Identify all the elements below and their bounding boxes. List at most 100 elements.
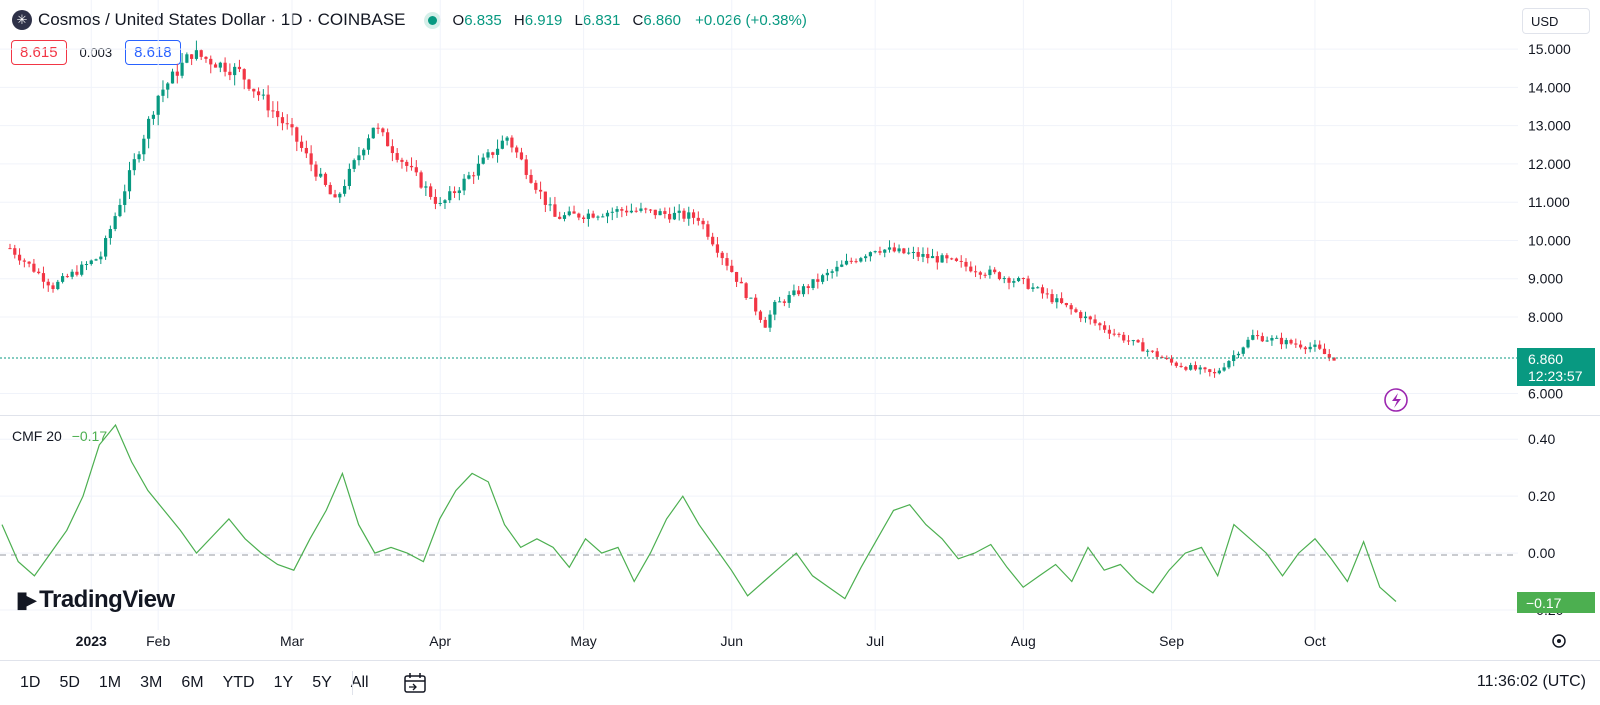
time-tick-label: May	[570, 633, 596, 649]
candle-body	[567, 211, 571, 216]
candle-body	[954, 258, 959, 261]
utc-clock[interactable]: 11:36:02 (UTC)	[1476, 673, 1586, 690]
tradingview-logo[interactable]: ▮▸ TradingView	[16, 586, 175, 614]
candle-body	[1318, 344, 1322, 349]
candle-body	[438, 202, 442, 204]
buy-price-button[interactable]: 8.618	[125, 40, 181, 65]
candle-body	[37, 271, 41, 274]
price-tick-label: 13.000	[1528, 118, 1571, 134]
candle-body	[429, 186, 433, 197]
candle-body	[711, 236, 715, 245]
cmf-axis[interactable]: 0.400.200.00−0.20	[1528, 431, 1564, 618]
candle-body	[142, 138, 146, 155]
candle-body	[247, 79, 251, 89]
candle-body	[495, 148, 500, 155]
time-axis[interactable]: 2023 Feb Mar Apr May Jun Jul Aug Sep Oct	[76, 633, 1326, 649]
candle-body	[1265, 340, 1269, 342]
candle-body	[481, 157, 485, 164]
candle-body	[835, 266, 839, 272]
candle-body	[730, 265, 734, 272]
candle-body	[1031, 287, 1035, 289]
candle-body	[108, 229, 112, 239]
timeframe-ytd[interactable]: YTD	[222, 674, 255, 691]
candle-body	[1136, 340, 1140, 343]
candle-body	[75, 271, 79, 275]
ohlc-values: O6.835 H6.919 L6.831 C6.860 +0.026 (+0.3…	[453, 12, 807, 29]
timeframe-1y[interactable]: 1Y	[273, 674, 294, 691]
symbol-title[interactable]: Cosmos / United States Dollar · 1D · COI…	[38, 10, 406, 29]
candle-body	[123, 191, 127, 205]
candle-body	[1308, 346, 1312, 350]
sell-price-button[interactable]: 8.615	[11, 40, 67, 65]
tradingview-mark-icon: ▮▸	[16, 587, 36, 612]
chart-canvas[interactable]: 15.000 14.000 13.000 12.000 11.000 10.000 9.00…	[0, 0, 1600, 660]
timeframe-5d[interactable]: 5D	[59, 674, 80, 691]
candle-body	[940, 255, 944, 263]
candle-body	[763, 319, 767, 328]
price-axis[interactable]: 15.000 14.000 13.000 12.000 11.000 10.000 9.00…	[1528, 41, 1571, 401]
candle-body	[734, 271, 739, 282]
cmf-legend[interactable]: CMF 20 −0.17	[12, 428, 107, 444]
cmf-line	[1, 423, 1397, 602]
candle-body	[586, 213, 590, 219]
timeframe-5y[interactable]: 5Y	[312, 674, 332, 691]
candle-body	[1222, 367, 1226, 371]
candle-body	[1322, 348, 1327, 355]
candle-body	[1289, 340, 1293, 344]
candle-body	[1169, 358, 1174, 363]
candle-body	[347, 168, 351, 187]
change-value: +0.026 (+0.38%)	[695, 11, 807, 29]
market-status-icon[interactable]	[427, 15, 437, 25]
candle-body	[787, 294, 791, 303]
candle-body	[285, 123, 289, 125]
candle-body	[84, 264, 89, 266]
candle-body	[194, 50, 199, 59]
candle-body	[27, 261, 31, 264]
candle-body	[1284, 340, 1288, 345]
candle-body	[629, 210, 633, 213]
candle-body	[1107, 329, 1111, 334]
candle-body	[887, 247, 892, 250]
cmf-value: −0.17	[71, 428, 108, 444]
timeframe-6m[interactable]: 6M	[181, 674, 204, 691]
candle-body	[548, 204, 552, 206]
candle-body	[983, 274, 987, 276]
timeframe-3m[interactable]: 3M	[140, 674, 163, 691]
toolbar-divider	[352, 671, 353, 695]
currency-select[interactable]: USD	[1522, 8, 1590, 34]
candle-body	[180, 62, 184, 76]
timeframe-1m[interactable]: 1M	[98, 674, 122, 691]
candle-body	[1012, 281, 1016, 283]
candle-body	[1007, 278, 1011, 283]
timeframe-all[interactable]: All	[350, 674, 369, 691]
settings-gear-icon[interactable]	[1552, 634, 1566, 648]
date-range-calendar-icon[interactable]	[404, 673, 426, 693]
candle-body	[1083, 316, 1088, 319]
candle-body	[70, 271, 74, 277]
candle-body	[978, 272, 982, 275]
cmf-last-badge	[1517, 592, 1595, 613]
candle-body	[969, 266, 973, 272]
candle-body	[538, 189, 543, 192]
candle-body	[1189, 365, 1193, 370]
candle-body	[386, 132, 390, 147]
open-label: O	[452, 11, 465, 29]
timeframe-1d[interactable]: 1D	[20, 674, 41, 691]
candle-body	[672, 212, 677, 220]
candle-body	[1131, 340, 1135, 342]
candle-body	[1179, 365, 1183, 368]
candle-body	[907, 252, 911, 254]
candle-body	[381, 128, 385, 133]
candle-body	[151, 114, 155, 119]
candle-body	[830, 271, 834, 273]
candle-body	[519, 152, 524, 160]
candle-body	[41, 273, 46, 282]
candle-body	[204, 56, 208, 59]
candle-body	[911, 252, 916, 254]
candle-body	[758, 311, 763, 320]
time-tick-label: Mar	[280, 633, 304, 649]
candle-body	[1184, 367, 1188, 370]
candle-body	[897, 248, 901, 252]
cmf-tick-label: 0.20	[1528, 488, 1555, 504]
candle-body	[1260, 336, 1264, 342]
